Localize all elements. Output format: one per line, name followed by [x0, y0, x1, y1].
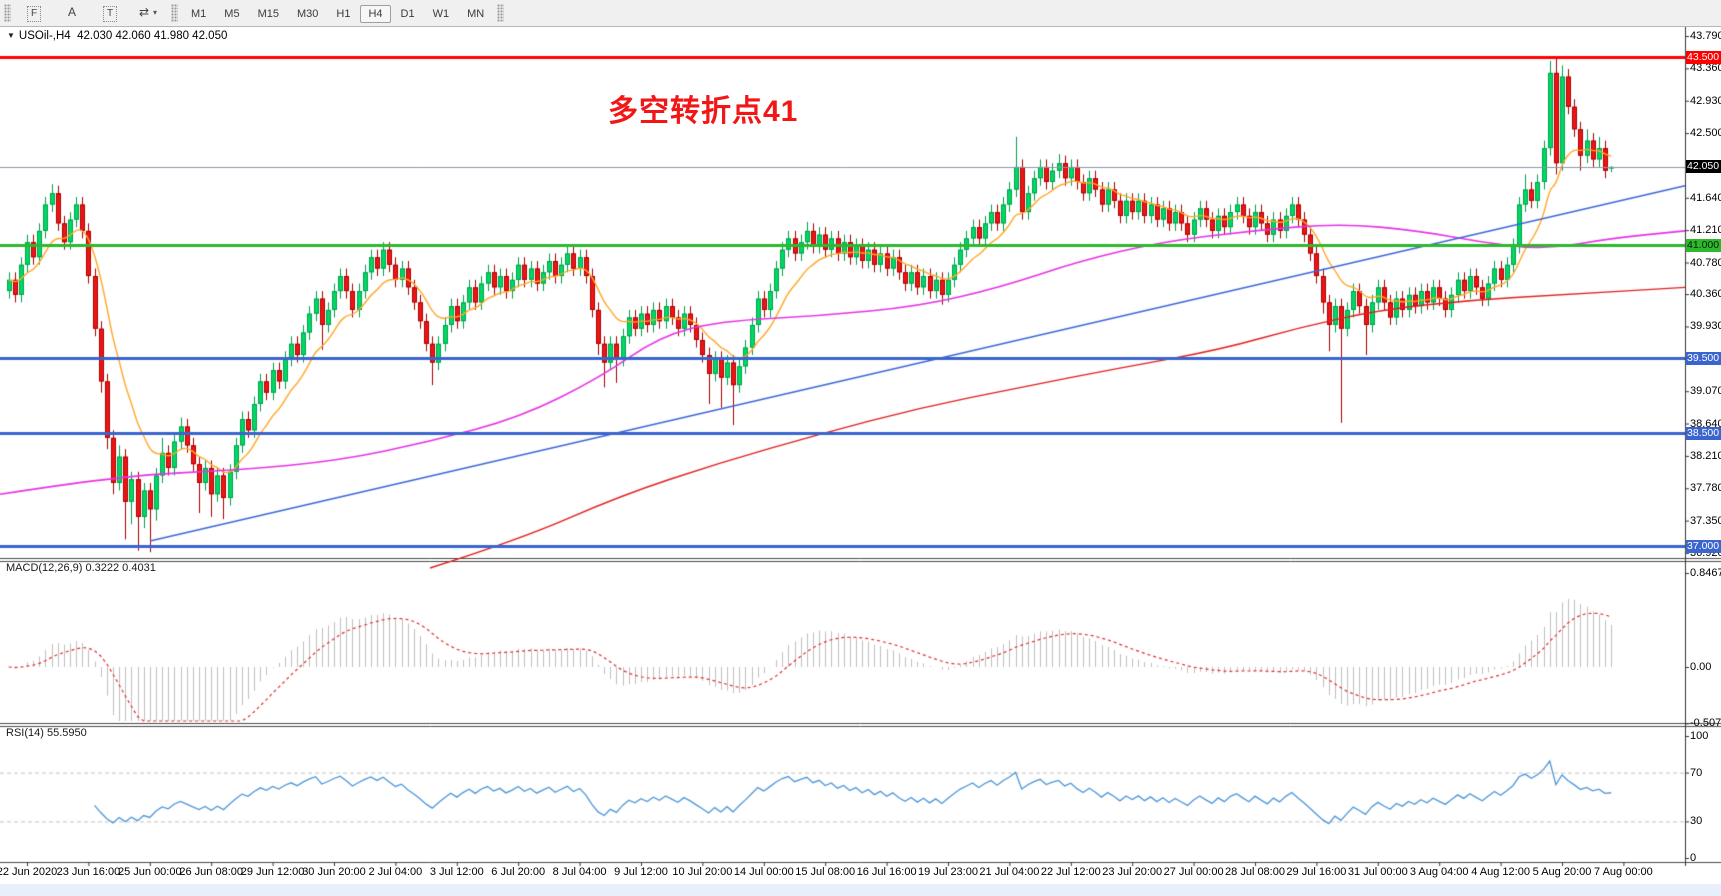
tf-button-M15[interactable]: M15	[257, 7, 279, 20]
timeframe-group: M1 M5 M15 M30 H1 H4 D1 W1 MN	[182, 4, 493, 23]
text-box-icon[interactable]: T	[93, 3, 127, 25]
time-tick: 10 Jul 20:00	[672, 866, 733, 878]
time-tick: 7 Aug 00:00	[1594, 866, 1653, 878]
time-tick: 22 Jul 12:00	[1040, 866, 1101, 878]
time-tick: 4 Aug 12:00	[1471, 866, 1530, 878]
text-label-icon[interactable]: A	[67, 5, 76, 19]
price-level-badge: 43.500	[1686, 50, 1721, 64]
rsi-tick: 30	[1690, 815, 1703, 828]
time-tick: 26 Jun 08:00	[179, 866, 243, 878]
time-tick: 29 Jul 16:00	[1286, 866, 1347, 878]
tf-button-M30[interactable]: M30	[296, 7, 319, 20]
chart-text-annotation: 多空转折点41	[608, 95, 799, 128]
tf-button-MN[interactable]: MN	[467, 7, 485, 20]
price-tick: 38.210	[1690, 449, 1721, 462]
time-tick: 15 Jul 08:00	[795, 866, 856, 878]
price-tick: 40.780	[1690, 256, 1721, 269]
price-tick: 42.930	[1690, 94, 1721, 107]
price-tick: 37.780	[1690, 482, 1721, 495]
rsi-indicator-label: RSI(14) 55.5950	[6, 727, 87, 739]
dropdown-caret-icon: ▾	[153, 7, 158, 17]
toolbar-drag-handle[interactable]	[171, 4, 178, 22]
macd-tick: 0.00	[1690, 661, 1712, 673]
symbol-title: ▼ USOil-,H4 42.030 42.060 41.980 42.050	[7, 30, 227, 42]
time-tick: 8 Jul 04:00	[552, 866, 607, 878]
time-tick: 23 Jul 20:00	[1102, 866, 1163, 878]
time-tick: 23 Jun 16:00	[56, 866, 121, 878]
time-tick: 22 Jun 2020	[0, 866, 58, 878]
price-tick: 40.360	[1690, 288, 1721, 301]
rsi-tick: 100	[1690, 730, 1709, 742]
price-chart-canvas[interactable]	[0, 26, 1721, 896]
time-tick: 3 Jul 12:00	[429, 866, 484, 878]
macd-tick: -0.5072	[1690, 717, 1721, 730]
chart-area: ▼ USOil-,H4 42.030 42.060 41.980 42.050 多…	[0, 26, 1721, 896]
time-tick: 21 Jul 04:00	[979, 866, 1040, 878]
time-tick: 5 Aug 20:00	[1532, 866, 1592, 878]
time-tick: 31 Jul 00:00	[1347, 866, 1408, 878]
symbol-ohlc: 42.030 42.060 41.980 42.050	[77, 30, 228, 42]
price-level-badge: 39.500	[1686, 351, 1721, 365]
price-tick: 39.930	[1690, 320, 1721, 333]
price-level-badge: 37.000	[1686, 539, 1721, 553]
macd-indicator-label: MACD(12,26,9) 0.3222 0.4031	[6, 562, 156, 574]
time-tick: 14 Jul 00:00	[733, 866, 794, 878]
chart-grid-icon[interactable]: F	[17, 3, 51, 25]
time-tick: 25 Jun 00:00	[117, 866, 182, 878]
time-tick: 6 Jul 20:00	[491, 866, 546, 878]
time-tick: 27 Jul 00:00	[1163, 866, 1224, 878]
rsi-tick: 0	[1690, 852, 1697, 864]
tf-button-M1[interactable]: M1	[191, 7, 207, 20]
toolbar-drag-handle[interactable]	[497, 4, 505, 22]
time-tick: 29 Jun 12:00	[240, 866, 305, 878]
toolbar-drag-handle[interactable]	[4, 4, 11, 22]
tf-button-H4[interactable]: H4	[360, 4, 391, 23]
price-tick: 43.790	[1690, 30, 1721, 42]
tf-button-M5[interactable]: M5	[224, 7, 240, 20]
tf-button-D1[interactable]: D1	[400, 7, 415, 20]
price-level-badge: 41.000	[1686, 238, 1721, 252]
toolbar: F A T ⇄ ▾ M1 M5 M15 M30 H1 H4 D1 W1 MN	[0, 0, 1721, 27]
price-tick: 42.500	[1690, 127, 1721, 140]
time-tick: 2 Jul 04:00	[368, 866, 423, 878]
tf-button-W1[interactable]: W1	[432, 7, 450, 20]
drawing-tools-group: F A T ⇄ ▾	[15, 1, 167, 25]
price-tick: 41.640	[1690, 191, 1721, 204]
price-level-badge: 42.050	[1686, 159, 1721, 173]
price-tick: 41.210	[1690, 224, 1721, 237]
arrow-tools-icon[interactable]: ⇄ ▾	[138, 5, 158, 19]
status-strip	[0, 884, 1721, 896]
rsi-tick: 70	[1690, 766, 1703, 779]
price-tick: 43.360	[1690, 62, 1721, 75]
symbol-name: USOil-,H4	[18, 30, 71, 42]
tf-button-H1[interactable]: H1	[336, 7, 351, 20]
time-tick: 3 Aug 04:00	[1409, 866, 1469, 878]
price-tick: 38.640	[1690, 417, 1721, 430]
macd-tick: 0.8467	[1690, 567, 1721, 580]
time-tick: 16 Jul 16:00	[856, 866, 917, 878]
price-level-badge: 38.500	[1686, 427, 1721, 441]
symbol-dropdown-icon[interactable]: ▼	[7, 31, 15, 40]
price-tick: 37.350	[1690, 514, 1721, 527]
price-tick: 39.070	[1690, 385, 1721, 398]
time-tick: 28 Jul 08:00	[1225, 866, 1285, 878]
time-tick: 19 Jul 23:00	[918, 866, 978, 878]
time-tick: 9 Jul 12:00	[614, 866, 668, 878]
time-tick: 30 Jun 20:00	[302, 866, 366, 878]
